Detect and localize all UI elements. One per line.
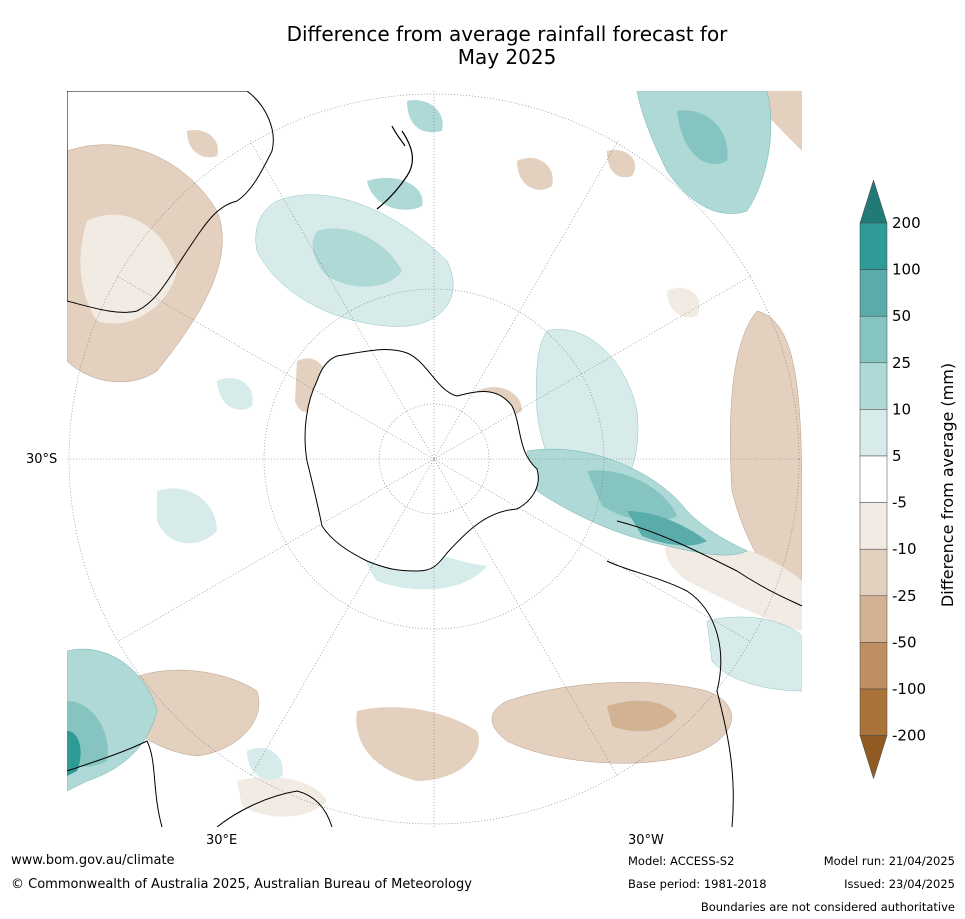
colorbar-tick-label: -10 [892, 540, 917, 558]
map-title-line-1: Difference from average rainfall forecas… [286, 22, 728, 46]
base-period-text: Base period: 1981-2018 [628, 877, 767, 891]
colorbar-tick-labels: 200 100 50 25 10 5 -5 -10 -25 -50 -100 -200 [892, 214, 926, 745]
rainfall-anomaly-map [67, 91, 802, 827]
wet-anomaly-regions [67, 91, 802, 792]
colorbar-tick-label: -25 [892, 587, 917, 605]
south-america-coastline [606, 520, 802, 827]
colorbar-tick-label: -200 [892, 727, 926, 745]
colorbar-tick-label: -5 [892, 494, 907, 512]
colorbar-extend-top [859, 180, 888, 224]
colorbar-legend: 200 100 50 25 10 5 -5 -10 -25 -50 -100 -200 Differe… [859, 180, 957, 780]
new-zealand-coastline [376, 125, 414, 210]
longitude-label-30w: 30°W [628, 833, 664, 848]
model-text: Model: ACCESS-S2 [628, 854, 735, 868]
latitude-label-30s: 30°S [26, 452, 58, 467]
colorbar-tick-label: 100 [892, 261, 921, 279]
colorbar-extend-bottom [859, 735, 888, 780]
colorbar-segment [859, 502, 888, 550]
disclaimer-text: Boundaries are not considered authoritat… [700, 900, 955, 914]
colorbar-segment [859, 642, 888, 690]
colorbar-segment [859, 362, 888, 410]
australia-coastline [67, 91, 274, 313]
colorbar-tick-label: -100 [892, 680, 926, 698]
colorbar-segments [859, 180, 888, 780]
copyright-text: © Commonwealth of Australia 2025, Austra… [11, 877, 472, 892]
colorbar-segment [859, 688, 888, 736]
graticule [67, 91, 802, 827]
colorbar-tick-label: 25 [892, 354, 911, 372]
colorbar-segment [859, 222, 888, 270]
colorbar-segment [859, 455, 888, 503]
longitude-label-30e: 30°E [206, 833, 238, 848]
africa-coastline [67, 740, 333, 827]
colorbar-tick-label: 5 [892, 447, 902, 465]
colorbar-segment [859, 409, 888, 457]
colorbar-tick-label: 200 [892, 214, 921, 232]
map-title-line-2: May 2025 [457, 45, 557, 69]
colorbar-segment [859, 269, 888, 317]
colorbar-tick-label: 50 [892, 307, 911, 325]
antarctica-coastline [304, 349, 539, 572]
issued-text: Issued: 23/04/2025 [844, 877, 955, 891]
colorbar-tick-label: -50 [892, 633, 917, 651]
colorbar-segment [859, 595, 888, 643]
colorbar-title: Difference from average (mm) [938, 363, 957, 607]
colorbar-tick-label: 10 [892, 400, 911, 418]
website-text: www.bom.gov.au/climate [11, 853, 175, 868]
colorbar-segment [859, 548, 888, 597]
colorbar-segment [859, 315, 888, 364]
model-run-text: Model run: 21/04/2025 [823, 854, 955, 868]
